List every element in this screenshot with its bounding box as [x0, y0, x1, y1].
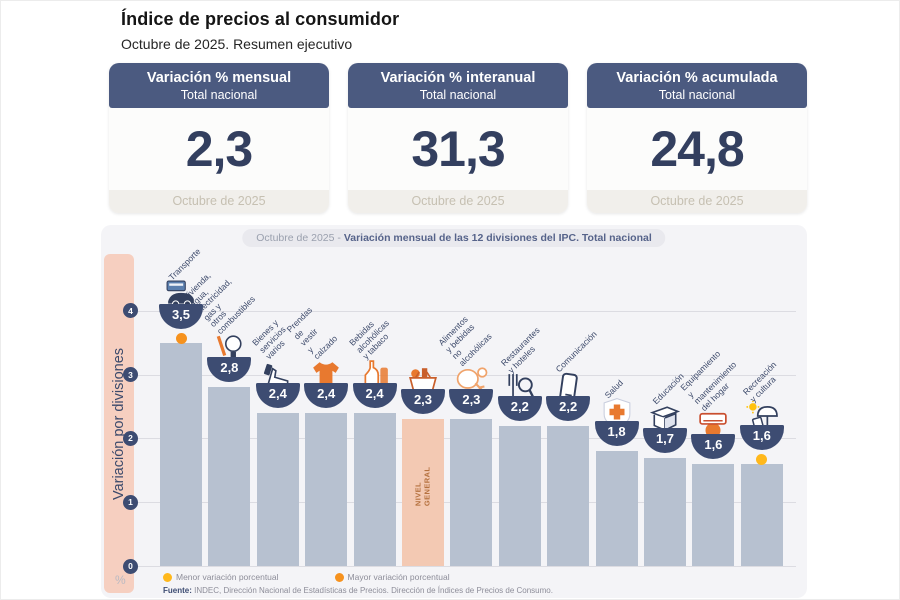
clothing-icon	[308, 359, 344, 389]
housing-utilities-icon	[211, 333, 247, 363]
division-label-text: Comunicación	[553, 329, 599, 375]
division-label-text: Alimentos y bebidas no alcohólicas	[436, 314, 494, 368]
page-subtitle: Octubre de 2025. Resumen ejecutivo	[121, 36, 353, 52]
value-badge: 1,7	[643, 427, 687, 453]
division-bar	[208, 387, 251, 566]
division-bar	[692, 463, 735, 566]
value-badge: 2,3	[401, 389, 445, 415]
division-label-text: Prendas de vestir y calzado	[284, 305, 340, 362]
source-label: Fuente:	[163, 586, 192, 595]
bar-chart: 0 1 2 3 4 3,5 Transporte 2,8 Vivienda, agua, ele…	[101, 225, 807, 598]
division-bar	[353, 412, 396, 566]
y-axis-tick: 4	[123, 303, 138, 319]
kpi-value: 31,3	[411, 121, 505, 177]
value-badge: 2,2	[497, 395, 542, 421]
y-axis-tick: 2	[123, 430, 138, 446]
value-badge: 1,6	[691, 433, 736, 459]
legend-label: Mayor variación porcentual	[347, 572, 450, 582]
kpi-card-mensual: Variación % mensual Total nacional 2,3 O…	[109, 63, 329, 213]
mayor-dot-icon	[334, 572, 344, 582]
source-text: INDEC, Dirección Nacional de Estadística…	[194, 586, 553, 595]
value-badge: 2,2	[546, 395, 591, 421]
kpi-card-header: Variación % interanual Total nacional	[348, 63, 568, 108]
gridline	[133, 566, 796, 567]
kpi-card-subtitle: Total nacional	[658, 88, 736, 102]
value-badge: 1,6	[739, 424, 784, 450]
kpi-card-title: Variación % mensual	[146, 70, 292, 86]
division-bar	[160, 342, 202, 566]
chart-title-banner: Octubre de 2025 - Variación mensual de l…	[242, 229, 666, 247]
communication-icon	[550, 372, 586, 402]
nivel-general-label: NIVEL GENERAL	[413, 466, 432, 507]
kpi-card-header: Variación % acumulada Total nacional	[587, 63, 807, 108]
division-label-text: Bebidas alcohólicas y tabaco	[346, 317, 391, 362]
chart-banner-period: Octubre de 2025 -	[256, 232, 341, 244]
division-bar	[740, 463, 783, 566]
y-axis-tick: 1	[123, 494, 138, 510]
division-label-text: Equipamiento y mantenimiento del hogar	[678, 348, 739, 413]
division-bar	[450, 419, 493, 566]
division-bar	[498, 425, 541, 566]
kpi-period: Octubre de 2025	[348, 190, 568, 213]
value-badge: 2,4	[352, 382, 397, 408]
value-badge: 2,4	[255, 382, 300, 408]
division-label-text: Recreación y cultura	[740, 359, 779, 404]
menor-dot-icon	[163, 572, 172, 582]
page-title: Índice de precios al consumidor	[121, 9, 400, 29]
menor-variation-dot-icon	[756, 453, 768, 465]
value-badge: 1,8	[594, 421, 639, 447]
kpi-card-acumulada: Variación % acumulada Total nacional 24,…	[587, 63, 807, 213]
y-axis-tick: 0	[123, 558, 138, 574]
chart-banner-description: Variación mensual de las 12 divisiones d…	[343, 232, 652, 244]
kpi-value: 24,8	[650, 121, 744, 177]
nivel-general-bar: NIVEL GENERAL	[402, 419, 444, 566]
unit-label: %	[115, 573, 126, 587]
value-badge: 3,5	[159, 303, 203, 329]
legend-item-mayor: Mayor variación porcentual	[334, 572, 450, 582]
division-label-text: Educación	[650, 371, 686, 407]
legend-item-menor: Menor variación porcentual	[163, 572, 279, 582]
education-icon	[647, 404, 683, 434]
division-bar	[595, 451, 638, 566]
kpi-card-title: Variación % acumulada	[616, 70, 778, 86]
value-badge: 2,4	[304, 382, 349, 408]
mayor-variation-dot-icon	[175, 332, 187, 344]
kpi-card-interanual: Variación % interanual Total nacional 31…	[348, 63, 568, 213]
legend-label: Menor variación porcentual	[176, 572, 279, 582]
gridline	[133, 310, 796, 312]
kpi-card-title: Variación % interanual	[380, 70, 536, 86]
division-bar	[256, 412, 299, 566]
food-icon	[453, 365, 489, 395]
division-label-text: Restaurantes y hoteles	[498, 324, 542, 375]
division-bar	[305, 412, 348, 566]
division-bar	[644, 457, 686, 566]
kpi-cards: Variación % mensual Total nacional 2,3 O…	[109, 63, 807, 213]
chart-legend: Menor variación porcentual Mayor variaci…	[163, 572, 450, 582]
value-badge: 2,3	[449, 389, 494, 415]
kpi-period: Octubre de 2025	[109, 190, 329, 213]
page-header: Índice de precios al consumidor Octubre …	[121, 9, 399, 52]
kpi-card-header: Variación % mensual Total nacional	[109, 63, 329, 108]
division-bar	[547, 425, 590, 566]
chart-panel: Octubre de 2025 - Variación mensual de l…	[101, 225, 807, 598]
value-badge: 2,8	[207, 357, 252, 383]
kpi-period: Octubre de 2025	[587, 190, 807, 213]
y-axis-tick: 3	[123, 367, 138, 383]
kpi-card-subtitle: Total nacional	[419, 88, 497, 102]
source-note: Fuente: INDEC, Dirección Nacional de Est…	[163, 586, 553, 595]
kpi-card-subtitle: Total nacional	[180, 88, 258, 102]
kpi-value: 2,3	[185, 121, 254, 177]
